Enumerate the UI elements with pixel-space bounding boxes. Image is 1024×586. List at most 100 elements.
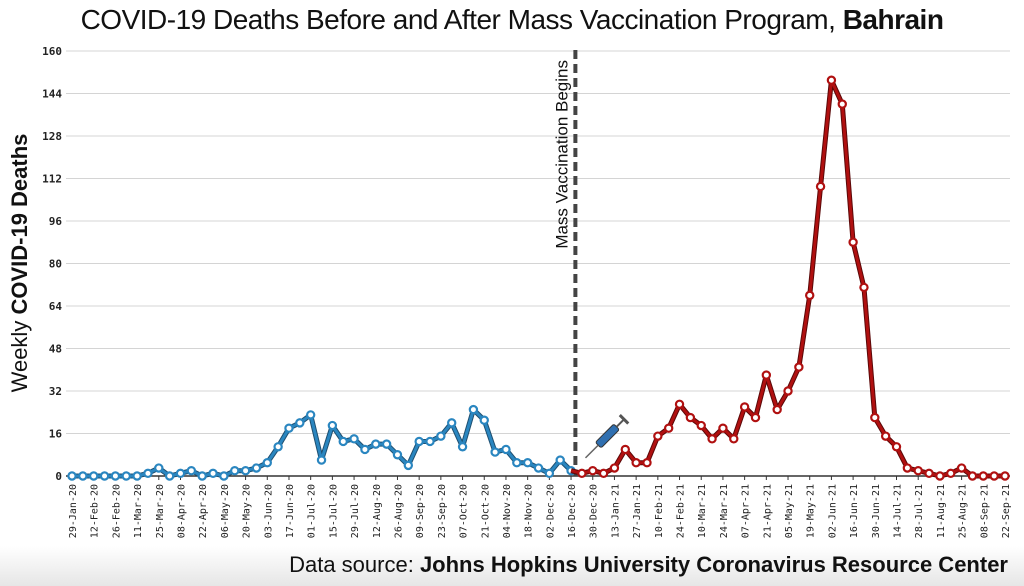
x-tick-label: 15-Jul-20 [328, 484, 339, 538]
x-tick-label: 05-May-21 [784, 484, 795, 538]
x-tick-label: 03-Jun-20 [263, 484, 274, 538]
x-tick-label: 25-Mar-20 [155, 484, 166, 538]
data-point-after [913, 465, 923, 476]
data-point-before [175, 468, 186, 479]
y-tick-label: 48 [49, 343, 62, 356]
data-point-before [186, 465, 197, 476]
data-point-after [848, 237, 858, 247]
x-tick-label: 11-Aug-21 [936, 484, 947, 538]
x-tick-label: 14-Jul-21 [893, 484, 904, 538]
data-point-after [794, 362, 804, 372]
data-point-after [707, 434, 717, 444]
y-tick-label: 128 [42, 130, 62, 143]
data-point-before [208, 468, 218, 479]
data-point-before [230, 465, 240, 476]
data-point-before [479, 415, 489, 425]
data-point-after [967, 471, 978, 481]
data-point-before [468, 404, 479, 415]
x-tick-label: 02-Dec-20 [545, 484, 556, 538]
data-point-after [783, 386, 793, 396]
x-tick-label: 28-Jul-21 [914, 484, 925, 538]
data-point-after [718, 423, 728, 433]
x-tick-label: 22-Apr-20 [198, 484, 209, 538]
data-point-before [522, 458, 533, 468]
data-point-before [316, 455, 327, 465]
data-point-before [273, 442, 283, 452]
data-point-before [490, 447, 500, 457]
x-tick-label: 21-Oct-20 [480, 484, 491, 538]
x-tick-label: 12-Aug-20 [372, 484, 383, 538]
data-point-after [577, 468, 587, 479]
data-point-after [620, 444, 630, 455]
x-tick-label: 29-Jul-20 [350, 484, 361, 538]
data-point-before [392, 450, 403, 460]
data-point-before [414, 436, 424, 447]
x-tick-label: 13-Jan-21 [610, 484, 621, 538]
x-tick-label: 27-Jan-21 [632, 484, 643, 538]
source-band [0, 546, 1024, 586]
x-tick-label: 04-Nov-20 [502, 484, 513, 538]
x-tick-label: 17-Jun-20 [285, 484, 296, 538]
series-line-shadow-before [72, 407, 573, 479]
data-point-after [685, 412, 696, 423]
y-tick-label: 160 [42, 45, 62, 58]
x-tick-label: 21-Apr-21 [762, 484, 773, 538]
data-point-after [902, 463, 913, 473]
data-point-after [837, 99, 847, 109]
series-line-before [72, 408, 573, 478]
data-point-after [859, 282, 869, 293]
data-point-before [327, 420, 338, 431]
x-tick-label: 26-Feb-20 [111, 484, 122, 538]
data-point-after [1000, 471, 1010, 481]
data-point-before [403, 460, 414, 471]
data-point-after [946, 468, 956, 479]
data-point-before [262, 458, 272, 468]
data-point-after [805, 290, 815, 301]
x-tick-label: 12-Feb-20 [90, 484, 101, 538]
y-tick-label: 144 [42, 88, 62, 101]
data-point-before [501, 444, 511, 455]
series-line-after [570, 78, 1005, 478]
y-tick-label: 80 [49, 258, 62, 271]
data-point-after [978, 471, 989, 481]
data-point-before [349, 434, 359, 444]
data-point-after [609, 463, 620, 473]
x-tick-label: 07-Oct-20 [459, 484, 470, 538]
data-point-before [381, 439, 392, 449]
data-point-after [729, 434, 739, 444]
data-point-before [164, 471, 175, 481]
data-point-after [891, 442, 902, 452]
data-point-before [295, 418, 305, 428]
series-line-shadow-after [570, 77, 1005, 479]
data-point-after [956, 463, 967, 473]
y-tick-label: 112 [42, 173, 62, 186]
data-point-before [110, 471, 121, 481]
x-tick-label: 30-Jun-21 [871, 484, 882, 538]
data-point-before [67, 471, 77, 481]
data-point-after [826, 75, 837, 85]
data-point-after [989, 471, 999, 481]
data-point-after [631, 458, 641, 468]
y-tick-label: 32 [49, 385, 62, 398]
data-point-before [284, 423, 294, 433]
x-tick-label: 29-Jan-20 [68, 484, 79, 538]
data-point-before [447, 418, 457, 428]
x-tick-label: 22-Sep-21 [1001, 484, 1012, 538]
data-point-before [154, 463, 164, 473]
data-point-before [305, 410, 316, 420]
x-tick-label: 26-Aug-20 [393, 484, 404, 538]
data-point-after [696, 420, 706, 431]
data-point-before [457, 442, 468, 452]
data-source: Data source: Johns Hopkins University Co… [289, 552, 1008, 577]
data-point-after [935, 471, 945, 481]
x-tick-label: 16-Dec-20 [567, 484, 578, 538]
data-point-after [870, 412, 880, 423]
x-tick-label: 10-Mar-21 [697, 484, 708, 538]
x-tick-label: 06-May-20 [220, 484, 231, 538]
data-point-before [338, 436, 348, 447]
data-point-after [750, 412, 761, 423]
data-point-after [588, 465, 598, 476]
data-point-before [425, 436, 435, 447]
data-point-before [533, 463, 544, 473]
